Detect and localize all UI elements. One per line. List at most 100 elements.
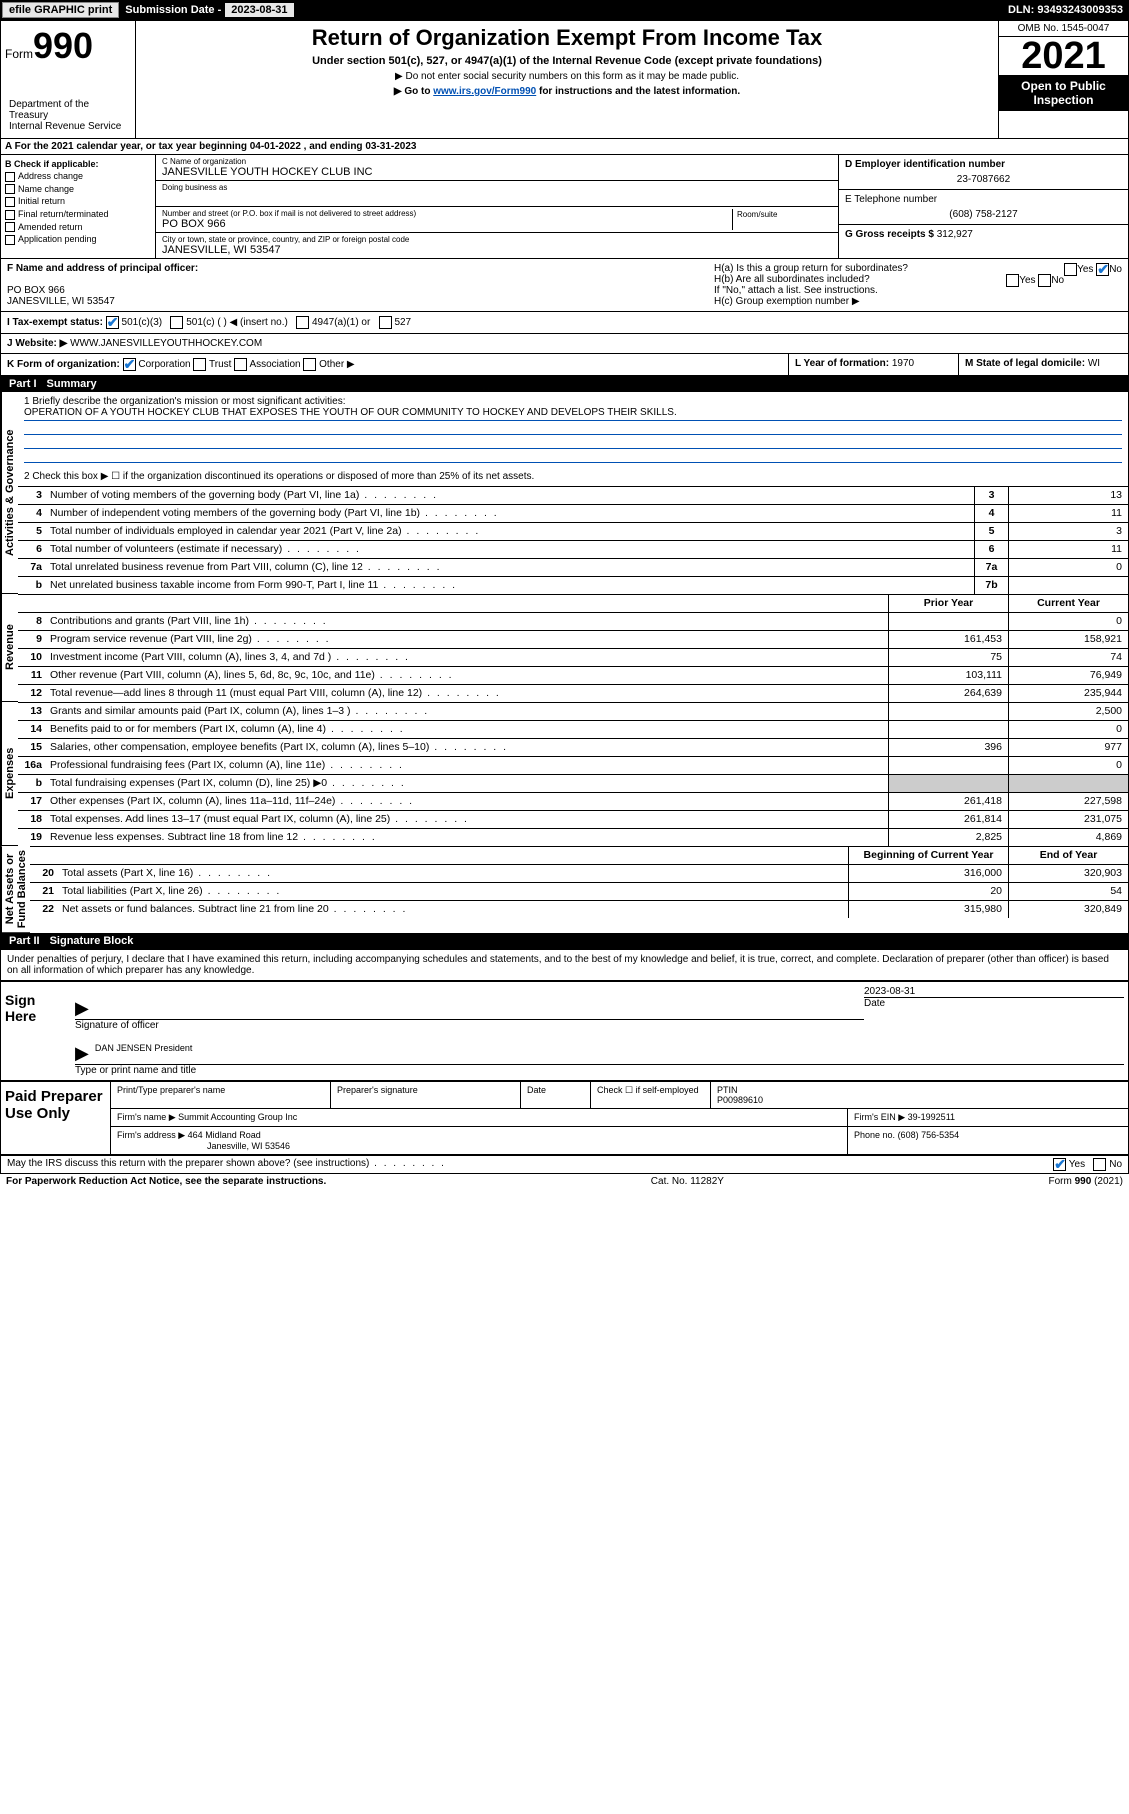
part1-title: Summary <box>47 378 97 390</box>
gov-row-6: 6Total number of volunteers (estimate if… <box>18 540 1128 558</box>
part2-title: Signature Block <box>50 935 134 947</box>
status-527-checkbox[interactable] <box>379 316 392 329</box>
box-b-item-1[interactable]: Name change <box>5 184 151 195</box>
discuss-no-checkbox[interactable] <box>1093 1158 1106 1171</box>
discuss-yes-checkbox[interactable] <box>1053 1158 1066 1171</box>
mission-blank2 <box>24 435 1122 449</box>
box-b-item-4[interactable]: Amended return <box>5 222 151 233</box>
row-k-l-m: K Form of organization: Corporation Trus… <box>1 354 1128 376</box>
row-8: 8Contributions and grants (Part VIII, li… <box>18 612 1128 630</box>
row-11: 11Other revenue (Part VIII, column (A), … <box>18 666 1128 684</box>
dln-value: DLN: 93493243009353 <box>1002 4 1129 16</box>
sig-date: 2023-08-31 <box>864 986 1124 998</box>
ein-label: D Employer identification number <box>845 159 1005 170</box>
inspection-badge: Open to Public Inspection <box>999 75 1128 111</box>
form-number: Form990 <box>5 25 131 67</box>
prep-self-head: Check ☐ if self-employed <box>591 1082 711 1108</box>
street-label: Number and street (or P.O. box if mail i… <box>162 209 732 218</box>
sig-arrow2-icon: ▶ <box>75 1043 89 1064</box>
row-9: 9Program service revenue (Part VIII, lin… <box>18 630 1128 648</box>
hb-yes-checkbox[interactable] <box>1006 274 1019 287</box>
row-19: 19Revenue less expenses. Subtract line 1… <box>18 828 1128 846</box>
website-value: WWW.JANESVILLEYOUTHHOCKEY.COM <box>70 338 262 349</box>
goto-note: ▶ Go to www.irs.gov/Form990 for instruct… <box>144 86 990 97</box>
box-b-item-3[interactable]: Final return/terminated <box>5 209 151 220</box>
status-4947-checkbox[interactable] <box>296 316 309 329</box>
summary-expenses: Expenses 13Grants and similar amounts pa… <box>1 702 1128 846</box>
opt-527: 527 <box>394 317 411 328</box>
gov-row-4: 4Number of independent voting members of… <box>18 504 1128 522</box>
prep-ptin-val: P00989610 <box>717 1095 763 1105</box>
officer-label: F Name and address of principal officer: <box>7 263 198 274</box>
ha-no-checkbox[interactable] <box>1096 263 1109 276</box>
gov-row-7a: 7aTotal unrelated business revenue from … <box>18 558 1128 576</box>
box-b-item-0[interactable]: Address change <box>5 171 151 182</box>
row-f-h: F Name and address of principal officer:… <box>1 259 1128 312</box>
box-b: B Check if applicable: Address changeNam… <box>1 155 156 258</box>
mission-blank3 <box>24 449 1122 463</box>
row-b: bTotal fundraising expenses (Part IX, co… <box>18 774 1128 792</box>
summary-governance: Activities & Governance 1 Briefly descri… <box>1 392 1128 594</box>
hb-no-checkbox[interactable] <box>1038 274 1051 287</box>
mission-question: 1 Briefly describe the organization's mi… <box>24 396 1122 407</box>
part1-header: Part I Summary <box>1 376 1128 392</box>
org-other-checkbox[interactable] <box>303 358 316 371</box>
gross-value: 312,927 <box>937 229 973 240</box>
mission-text: OPERATION OF A YOUTH HOCKEY CLUB THAT EX… <box>24 407 1122 421</box>
row-18: 18Total expenses. Add lines 13–17 (must … <box>18 810 1128 828</box>
opt-assoc: Association <box>249 359 300 370</box>
org-trust-checkbox[interactable] <box>193 358 206 371</box>
firm-addr2: Janesville, WI 53546 <box>207 1141 290 1151</box>
vlabel-revenue: Revenue <box>1 594 18 702</box>
hc-label: H(c) Group exemption number ▶ <box>714 296 1122 307</box>
row-i-status: I Tax-exempt status: 501(c)(3) 501(c) ( … <box>1 312 1128 334</box>
end-year-head: End of Year <box>1008 847 1128 864</box>
note2-post: for instructions and the latest informat… <box>536 86 740 97</box>
prep-ptin-head: PTIN <box>717 1085 738 1095</box>
part2-header: Part II Signature Block <box>1 933 1128 949</box>
discuss-text: May the IRS discuss this return with the… <box>7 1158 446 1171</box>
org-assoc-checkbox[interactable] <box>234 358 247 371</box>
year-form-label: L Year of formation: <box>795 358 889 369</box>
efile-print-button[interactable]: efile GRAPHIC print <box>2 2 119 18</box>
firm-addr-label: Firm's address ▶ <box>117 1130 185 1140</box>
firm-name-val: Summit Accounting Group Inc <box>178 1112 297 1122</box>
signature-block: Sign Here ▶ Signature of officer 2023-08… <box>1 980 1128 1082</box>
firm-phone-label: Phone no. <box>854 1130 895 1140</box>
form-subtitle: Under section 501(c), 527, or 4947(a)(1)… <box>144 55 990 67</box>
irs-link[interactable]: www.irs.gov/Form990 <box>433 86 536 97</box>
section-b-through-g: B Check if applicable: Address changeNam… <box>1 155 1128 259</box>
form-header: Form990 Department of the Treasury Inter… <box>1 21 1128 139</box>
dept-label: Department of the Treasury Internal Reve… <box>5 97 131 134</box>
status-501c3-checkbox[interactable] <box>106 316 119 329</box>
firm-ein-val: 39-1992511 <box>908 1112 955 1122</box>
box-b-item-5[interactable]: Application pending <box>5 234 151 245</box>
opt-trust: Trust <box>209 359 231 370</box>
row-15: 15Salaries, other compensation, employee… <box>18 738 1128 756</box>
phone-label: E Telephone number <box>845 194 937 205</box>
tax-year: 2021 <box>999 37 1128 75</box>
preparer-label: Paid Preparer Use Only <box>1 1082 111 1154</box>
status-501c-checkbox[interactable] <box>170 316 183 329</box>
prep-date-head: Date <box>521 1082 591 1108</box>
box-b-item-2[interactable]: Initial return <box>5 196 151 207</box>
box-c: C Name of organization JANESVILLE YOUTH … <box>156 155 838 258</box>
sig-officer-label: Signature of officer <box>75 1020 159 1031</box>
ha-yes-checkbox[interactable] <box>1064 263 1077 276</box>
form-num: 990 <box>33 25 93 66</box>
row-14: 14Benefits paid to or for members (Part … <box>18 720 1128 738</box>
street-value: PO BOX 966 <box>162 218 732 230</box>
phone-value: (608) 758-2127 <box>845 209 1122 220</box>
ha-label: H(a) Is this a group return for subordin… <box>714 263 908 274</box>
form-org-label: K Form of organization: <box>7 359 120 370</box>
line2-discontinued: 2 Check this box ▶ ☐ if the organization… <box>18 467 1128 486</box>
gov-row-3: 3Number of voting members of the governi… <box>18 486 1128 504</box>
sig-name-label: Type or print name and title <box>75 1065 196 1076</box>
org-corp-checkbox[interactable] <box>123 358 136 371</box>
part1-num: Part I <box>9 378 37 390</box>
firm-addr1: 464 Midland Road <box>188 1130 261 1140</box>
submission-date-value: 2023-08-31 <box>225 3 293 17</box>
blank-num2 <box>30 847 58 864</box>
submission-date-label: Submission Date - <box>121 4 225 16</box>
ssn-note: ▶ Do not enter social security numbers o… <box>144 71 990 82</box>
